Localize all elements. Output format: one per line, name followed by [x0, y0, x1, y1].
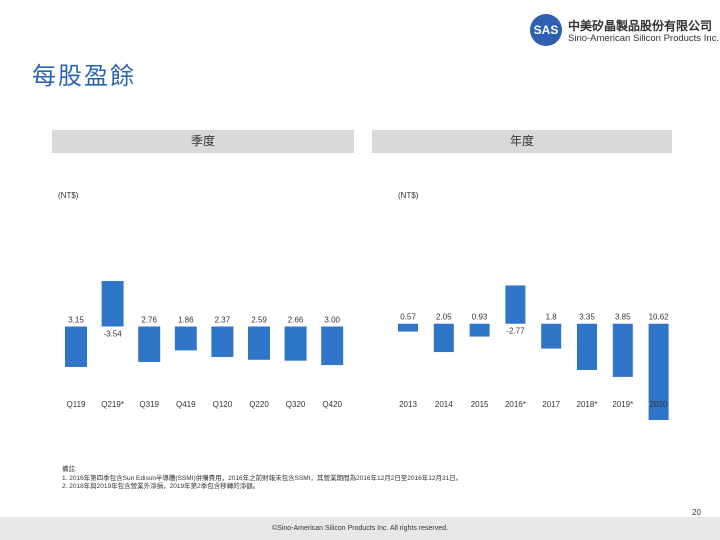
annual-value-label: 3.35 [579, 313, 595, 322]
footnote-1: 1. 2016年第四季包含Sun Edison半導體(SSMI)併購費用，201… [62, 474, 463, 482]
quarterly-eps-chart: (NT$) 3.15 Q119 -3.54 Q219* 2.76 Q319 1.86 Q419… [58, 191, 344, 409]
quarterly-value-label: -3.54 [103, 329, 122, 338]
sas-logo-icon: SAS [530, 14, 562, 46]
annual-bar-2014 [433, 323, 454, 353]
quarterly-value-label: 1.86 [178, 315, 194, 324]
quarterly-unit-label: (NT$) [58, 191, 79, 200]
quarterly-panel-header: 季度 [52, 130, 354, 153]
annual-value-label: 0.93 [472, 313, 488, 322]
quarterly-bar-Q319 [138, 326, 161, 362]
annual-value-label: 0.57 [400, 313, 416, 322]
quarterly-bar-Q120 [211, 326, 234, 357]
annual-category-label: 2020 [650, 400, 668, 409]
company-logo: SAS 中美矽晶製品股份有限公司 Sino-American Silicon P… [530, 14, 719, 50]
annual-value-label: 1.8 [546, 313, 558, 322]
quarterly-value-label: 2.59 [251, 315, 267, 324]
company-name-en: Sino-American Silicon Products Inc. [568, 33, 720, 44]
footnote-heading: 備註: [62, 466, 77, 473]
footnotes: 備註: 1. 2016年第四季包含Sun Edison半導體(SSMI)併購費用… [62, 466, 462, 492]
quarterly-bar-Q119 [65, 326, 87, 367]
footnote-2: 2. 2018年與2019年包含營業外淨損，2019年第2季包含移轉的淨額。 [62, 483, 260, 490]
annual-category-label: 2014 [435, 400, 453, 409]
quarterly-category-label: Q420 [322, 400, 342, 409]
annual-category-label: 2019* [612, 400, 633, 409]
company-name-cn: 中美矽晶製品股份有限公司 [568, 19, 713, 33]
annual-unit-label: (NT$) [398, 191, 419, 200]
annual-panel-header: 年度 [372, 130, 672, 153]
quarterly-value-label: 2.37 [215, 315, 231, 324]
quarterly-value-label: 3.00 [324, 315, 340, 324]
annual-category-label: 2013 [399, 400, 417, 409]
annual-value-label: 3.85 [615, 313, 631, 322]
annual-bar-2013 [398, 323, 418, 332]
annual-value-label: 2.05 [436, 313, 452, 322]
eps-charts: (NT$) 3.15 Q119 -3.54 Q219* 2.76 Q319 1.86 Q419… [58, 191, 669, 420]
annual-bar-2019star [612, 323, 633, 377]
annual-category-label: 2017 [542, 400, 560, 409]
annual-bar-2018star [577, 323, 597, 371]
quarterly-category-label: Q119 [67, 400, 87, 409]
quarterly-category-label: Q319 [139, 400, 159, 409]
page-title: 每股盈餘 [32, 63, 136, 90]
quarterly-value-label: 3.15 [68, 315, 84, 324]
footer-bar [0, 517, 720, 540]
annual-bar-2020 [648, 323, 669, 420]
quarterly-bar-Q419 [174, 326, 197, 351]
annual-value-label: -2.77 [506, 327, 525, 336]
quarterly-value-label: 2.76 [141, 315, 157, 324]
quarterly-category-label: Q419 [176, 400, 196, 409]
quarterly-category-label: Q320 [286, 400, 306, 409]
annual-bar-2017 [541, 323, 562, 349]
quarterly-bar-Q220 [248, 326, 270, 360]
quarterly-bar-Q219star [101, 280, 124, 327]
annual-eps-chart: (NT$) 0.57 2013 2.05 2014 0.93 2015 -2.77 2016*… [398, 191, 669, 420]
quarterly-value-label: 2.66 [288, 315, 304, 324]
annual-bar-2015 [469, 323, 490, 337]
quarterly-category-label: Q120 [213, 400, 233, 409]
annual-bar-2016star [505, 285, 526, 324]
annual-category-label: 2016* [505, 400, 526, 409]
quarterly-category-label: Q220 [249, 400, 269, 409]
annual-category-label: 2018* [577, 400, 598, 409]
annual-value-label: 10.62 [649, 313, 670, 322]
page-number: 20 [692, 508, 701, 517]
quarterly-category-label: Q219* [101, 400, 124, 409]
copyright-text: ©Sino-American Silicon Products Inc. All… [272, 525, 448, 532]
quarterly-bar-Q320 [284, 326, 307, 361]
quarterly-bar-Q420 [321, 326, 344, 366]
annual-category-label: 2015 [471, 400, 489, 409]
